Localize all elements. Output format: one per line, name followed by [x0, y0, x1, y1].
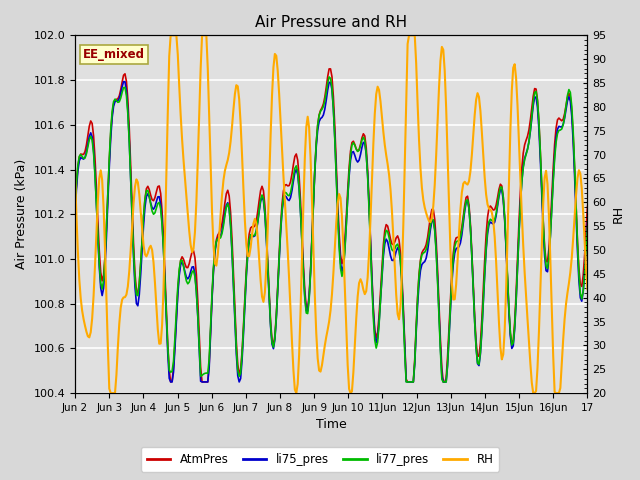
Y-axis label: RH: RH: [612, 205, 625, 223]
Legend: AtmPres, li75_pres, li77_pres, RH: AtmPres, li75_pres, li77_pres, RH: [141, 447, 499, 472]
X-axis label: Time: Time: [316, 419, 347, 432]
Title: Air Pressure and RH: Air Pressure and RH: [255, 15, 407, 30]
Text: EE_mixed: EE_mixed: [83, 48, 145, 61]
Y-axis label: Air Pressure (kPa): Air Pressure (kPa): [15, 159, 28, 269]
